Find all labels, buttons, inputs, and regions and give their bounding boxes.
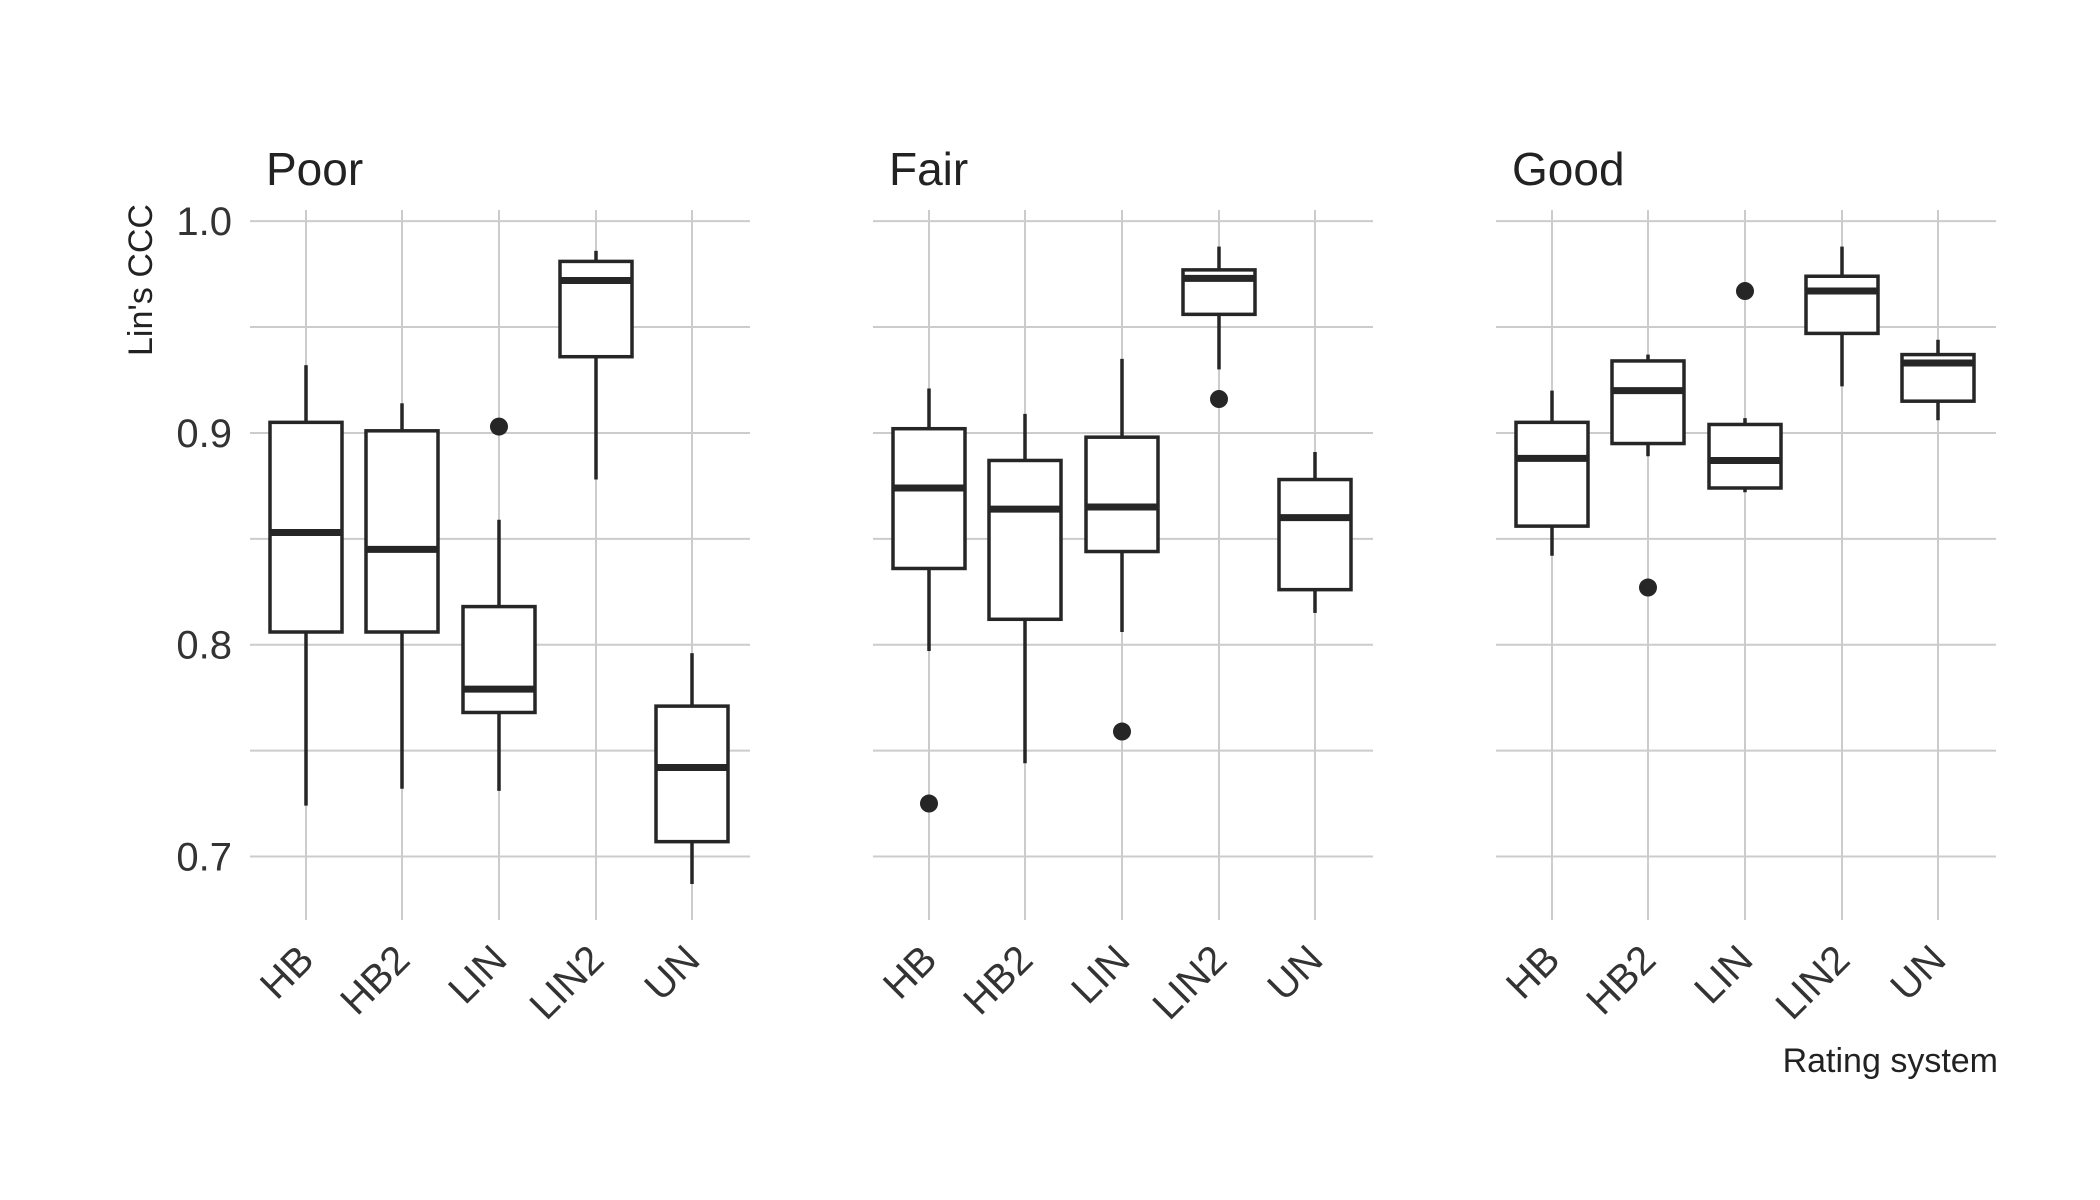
x-axis-title: Rating system [1783, 1042, 1998, 1080]
iqr-box [1707, 422, 1783, 490]
outlier-point [1113, 722, 1131, 741]
iqr-box [987, 458, 1063, 622]
box-lin2 [1181, 246, 1257, 409]
box-un [654, 653, 730, 884]
x-tick-label: LIN2 [1145, 937, 1236, 1028]
x-tick-label: LIN2 [1768, 937, 1859, 1028]
y-tick-label: 0.8 [176, 624, 232, 668]
x-tick-label: HB2 [332, 937, 418, 1023]
y-axis: 0.7 0.8 0.9 1.0 [176, 200, 232, 879]
x-tick-label: HB [875, 937, 945, 1007]
y-tick-label: 0.7 [176, 835, 232, 879]
box-lin2 [1804, 246, 1880, 387]
panel-title: Good [1512, 143, 1625, 195]
box-hb2 [364, 403, 440, 789]
x-tick-label: HB2 [955, 937, 1041, 1023]
x-tick-label: HB [1498, 937, 1568, 1007]
x-tick-label: UN [1882, 937, 1954, 1009]
panel-title: Poor [266, 143, 363, 195]
box-hb [1514, 390, 1590, 556]
y-tick-label: 0.9 [176, 412, 232, 456]
x-tick-label: HB [252, 937, 322, 1007]
box-lin [1707, 282, 1783, 493]
x-tick-label: UN [1259, 937, 1331, 1009]
box-hb2 [1610, 354, 1686, 597]
y-axis-title: Lin's CCC [122, 204, 160, 356]
box-hb [268, 365, 344, 806]
box-hb [891, 388, 967, 813]
iqr-box [1514, 420, 1590, 528]
iqr-box [1804, 274, 1880, 336]
iqr-box [461, 604, 537, 715]
box-lin [461, 417, 537, 791]
iqr-box [891, 426, 967, 571]
x-tick-label: LIN2 [522, 937, 613, 1028]
x-tick-label: UN [636, 937, 708, 1009]
facet-panel-fair: Fair HB HB2 LIN LIN2 UN [873, 143, 1373, 1028]
box-hb2 [987, 413, 1063, 764]
iqr-box [1084, 435, 1160, 554]
box-lin2 [558, 250, 634, 480]
box-un [1277, 452, 1353, 613]
iqr-box [558, 259, 634, 359]
outlier-point [490, 417, 508, 436]
x-tick-label: LIN [1686, 937, 1761, 1012]
outlier-point [1210, 390, 1228, 409]
iqr-box [654, 704, 730, 844]
panel-title: Fair [889, 143, 968, 195]
outlier-point [1736, 282, 1754, 301]
x-tick-label: HB2 [1578, 937, 1664, 1023]
box-lin [1084, 358, 1160, 741]
iqr-box [364, 429, 440, 634]
facet-panel-poor: Poor HB HB2 LIN LIN2 UN [250, 143, 750, 1028]
outlier-point [920, 794, 938, 813]
iqr-box [1610, 359, 1686, 446]
iqr-box [268, 420, 344, 634]
x-tick-label: LIN [1063, 937, 1138, 1012]
facet-panel-good: Good HB HB2 LIN LIN2 UN [1496, 143, 1996, 1028]
box-un [1900, 339, 1976, 421]
x-tick-label: LIN [440, 937, 515, 1012]
outlier-point [1639, 578, 1657, 597]
iqr-box [1277, 477, 1353, 592]
y-tick-label: 1.0 [176, 200, 232, 244]
